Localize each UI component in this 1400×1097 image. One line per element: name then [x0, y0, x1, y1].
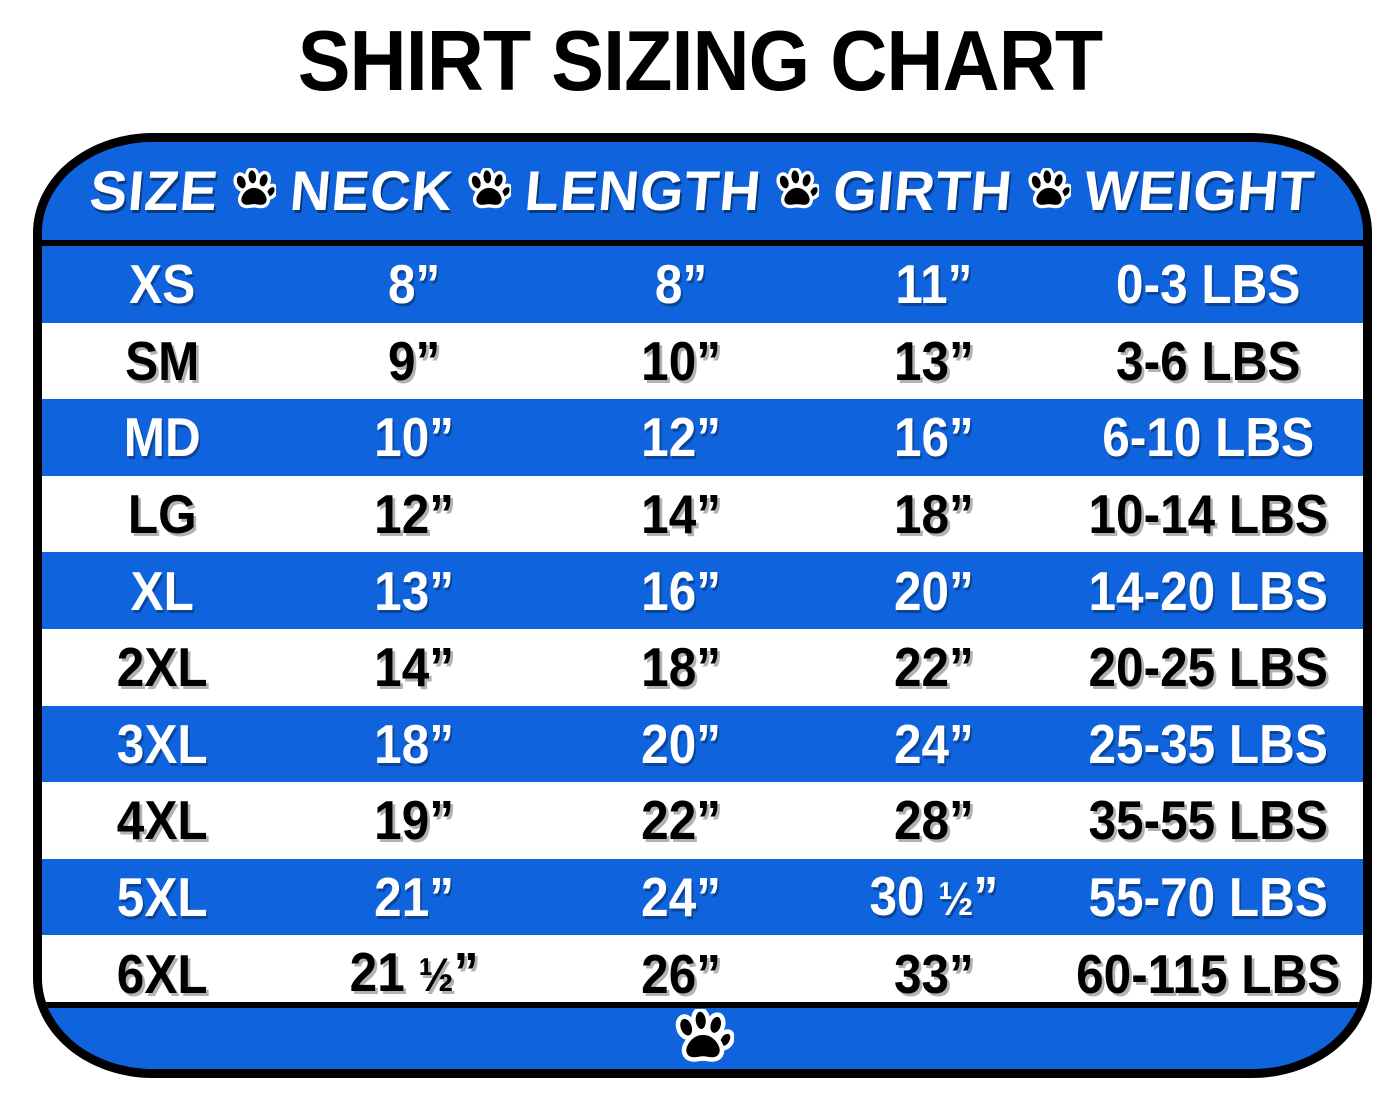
table-row: SM 9” 10” 13” 3-6 LBS — [42, 322, 1363, 400]
cell-size: SM — [125, 329, 200, 392]
cell-neck: 21 ½” — [350, 941, 479, 1004]
table-row: XS 8” 8” 11” 0-3 LBS — [42, 246, 1363, 323]
cell-weight: 3-6 LBS — [1115, 329, 1300, 392]
cell-size: XL — [130, 559, 194, 622]
column-header-weight: WEIGHT — [1082, 159, 1318, 222]
cell-neck: 9” — [388, 329, 441, 392]
table-row: LG 12” 14” 18” 10-14 LBS — [42, 475, 1363, 553]
column-header-neck: NECK — [287, 159, 457, 222]
cell-length: 18” — [640, 636, 721, 699]
cell-girth: 33” — [893, 942, 974, 1005]
cell-size: MD — [123, 406, 201, 469]
table-row: 4XL 19” 22” 28” 35-55 LBS — [42, 782, 1363, 859]
cell-girth: 11” — [895, 253, 973, 316]
cell-girth: 20” — [893, 559, 974, 622]
cell-weight: 60-115 LBS — [1075, 942, 1340, 1005]
page-title: SHIRT SIZING CHART — [297, 14, 1103, 109]
table-row: 3XL 18” 20” 24” 25-35 LBS — [42, 705, 1363, 783]
sizing-table-body: XS 8” 8” 11” 0-3 LBS SM 9” 10” 13” 3-6 LBS MD 10” 12… — [42, 246, 1363, 1012]
cell-neck: 8” — [388, 253, 441, 316]
footer-strip — [42, 1002, 1363, 1069]
cell-length: 8” — [654, 253, 707, 316]
cell-girth: 30 ½” — [869, 864, 999, 927]
cell-neck: 10” — [374, 406, 455, 469]
cell-length: 22” — [640, 789, 721, 852]
table-header-inner: SIZE NECK — [87, 159, 1318, 222]
cell-girth: 24” — [893, 712, 974, 775]
table-row: 6XL 21 ½” 26” 33” 60-115 LBS — [42, 935, 1363, 1012]
cell-size: XS — [129, 253, 196, 316]
cell-length: 12” — [640, 406, 721, 469]
cell-length: 24” — [640, 866, 721, 929]
cell-neck: 18” — [374, 712, 455, 775]
column-header-girth: GIRTH — [830, 159, 1016, 222]
cell-weight: 35-55 LBS — [1088, 789, 1328, 852]
cell-weight: 10-14 LBS — [1088, 483, 1328, 546]
cell-length: 10” — [640, 329, 721, 392]
cell-length: 20” — [640, 712, 721, 775]
paw-print-icon — [467, 168, 512, 214]
cell-neck: 21” — [374, 866, 455, 929]
cell-neck: 19” — [374, 789, 455, 852]
cell-length: 26” — [640, 942, 721, 1005]
cell-weight: 14-20 LBS — [1088, 559, 1328, 622]
cell-length: 14” — [640, 483, 721, 546]
column-header-length: LENGTH — [522, 159, 765, 222]
table-row: 2XL 14” 18” 22” 20-25 LBS — [42, 628, 1363, 706]
cell-size: 5XL — [116, 866, 208, 929]
cell-size: LG — [127, 483, 197, 546]
table-row: XL 13” 16” 20” 14-20 LBS — [42, 552, 1363, 629]
cell-length: 16” — [640, 559, 721, 622]
cell-weight: 6-10 LBS — [1101, 406, 1314, 469]
cell-neck: 12” — [374, 483, 455, 546]
table-header-row: SIZE NECK — [42, 142, 1363, 246]
paw-print-icon — [672, 1008, 734, 1069]
cell-weight: 25-35 LBS — [1088, 712, 1328, 775]
cell-neck: 14” — [374, 636, 455, 699]
paw-print-icon — [233, 168, 277, 214]
table-row: 5XL 21” 24” 30 ½” 55-70 LBS — [42, 858, 1363, 936]
cell-size: 4XL — [116, 789, 208, 852]
cell-weight: 20-25 LBS — [1088, 636, 1328, 699]
paw-print-icon — [776, 168, 820, 214]
cell-weight: 55-70 LBS — [1088, 866, 1328, 929]
cell-size: 6XL — [116, 942, 208, 1005]
cell-neck: 13” — [374, 559, 455, 622]
cell-girth: 22” — [893, 636, 974, 699]
cell-girth: 18” — [893, 483, 974, 546]
cell-girth: 16” — [893, 406, 974, 469]
cell-girth: 28” — [893, 789, 974, 852]
cell-weight: 0-3 LBS — [1115, 253, 1300, 316]
paw-print-icon — [1027, 168, 1071, 214]
cell-size: 3XL — [116, 712, 208, 775]
sizing-chart-card: SIZE NECK — [33, 133, 1372, 1078]
column-header-size: SIZE — [87, 159, 222, 222]
cell-girth: 13” — [893, 329, 974, 392]
table-row: MD 10” 12” 16” 6-10 LBS — [42, 399, 1363, 476]
cell-size: 2XL — [116, 636, 208, 699]
